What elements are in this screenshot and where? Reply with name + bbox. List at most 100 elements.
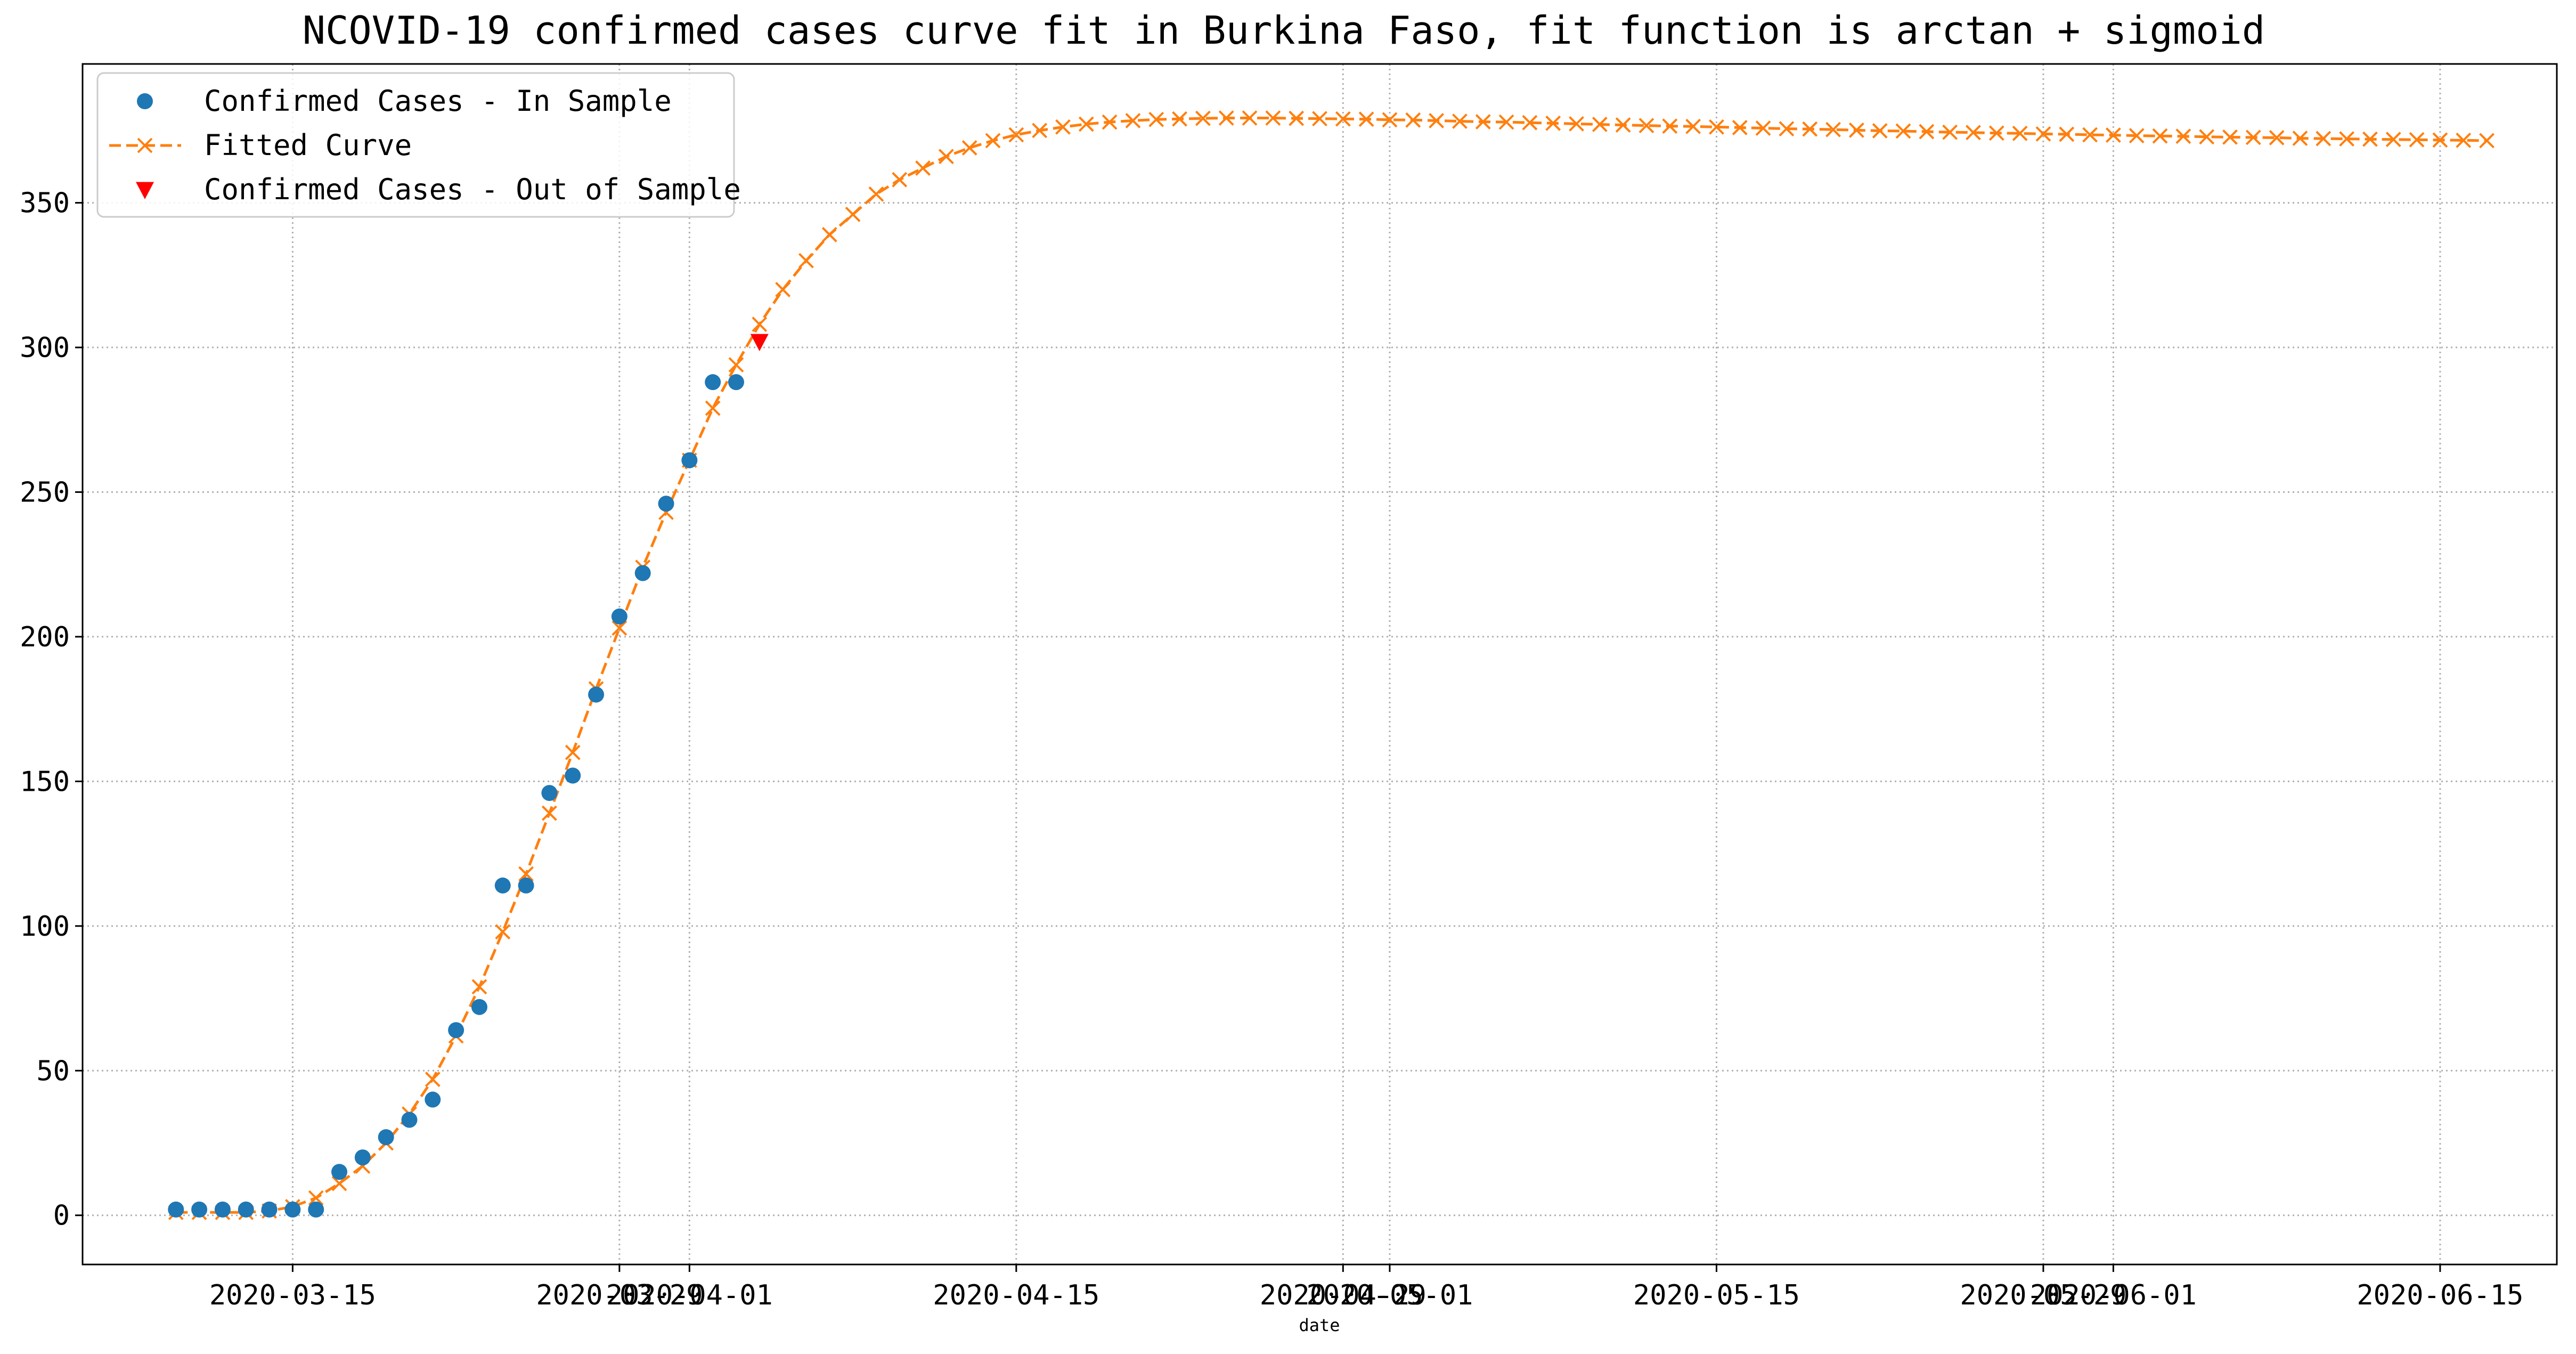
fitted-curve-marker xyxy=(1452,113,1468,129)
fitted-curve-marker xyxy=(1195,110,1211,126)
fitted-curve-marker xyxy=(2269,130,2285,145)
fitted-curve-marker xyxy=(1545,115,1561,131)
fitted-curve-marker xyxy=(542,805,557,821)
fitted-curve-marker xyxy=(1662,118,1678,134)
legend-marker-out-of-sample xyxy=(136,182,154,199)
fitted-curve-marker xyxy=(985,133,1001,149)
in-sample-point xyxy=(238,1201,254,1218)
in-sample-point xyxy=(705,374,721,391)
fitted-curve-marker xyxy=(1988,125,2004,141)
legend: Confirmed Cases - In Sample Fitted Curve C… xyxy=(96,72,741,218)
y-tick-label: 300 xyxy=(20,332,70,364)
fitted-curve-marker xyxy=(2199,129,2215,145)
axes: 0 50 100 150 200 250 300 350 2020-03-15 2020-03-2… xyxy=(20,188,2523,1311)
fitted-curve-marker xyxy=(1732,120,1748,135)
in-sample-point xyxy=(354,1149,371,1166)
in-sample-point xyxy=(331,1164,348,1180)
x-tick-label: 2020-06-15 xyxy=(2357,1279,2523,1311)
y-tick-label: 350 xyxy=(20,188,70,220)
fitted-curve-marker xyxy=(2082,127,2098,143)
x-tick-label: 2020-05-01 xyxy=(1306,1279,1473,1311)
fitted-curve-marker xyxy=(1966,125,1981,141)
fitted-curve-marker xyxy=(938,149,954,165)
fitted-curve-marker xyxy=(1685,118,1701,134)
x-tick-label: 2020-03-29 xyxy=(536,1279,703,1311)
fitted-curve-marker xyxy=(331,1175,347,1191)
fitted-curve-marker xyxy=(495,924,511,940)
y-tick-label: 200 xyxy=(20,621,70,653)
fitted-curve-marker xyxy=(1078,116,1094,132)
fitted-curve-marker xyxy=(1919,124,1935,140)
in-sample-point xyxy=(588,686,605,703)
fitted-curve-marker xyxy=(2339,131,2355,147)
fitted-curve-marker xyxy=(425,1072,441,1087)
legend-label: Confirmed Cases - Out of Sample xyxy=(204,173,741,206)
x-tick-label: 2020-04-01 xyxy=(606,1279,773,1311)
fitted-curve-marker xyxy=(1032,123,1048,139)
in-sample-point xyxy=(634,565,651,581)
fitted-curve-marker xyxy=(1148,111,1164,127)
fitted-curve-marker xyxy=(775,282,791,297)
fitted-curve-marker xyxy=(728,357,744,373)
fitted-curve-marker xyxy=(1125,112,1141,128)
fitted-curve-marker xyxy=(1638,118,1654,134)
fitted-curve-marker xyxy=(2222,129,2238,145)
fitted-curve-marker xyxy=(2385,132,2401,148)
fitted-curve-marker xyxy=(2152,128,2168,144)
chart-title: NCOVID-19 confirmed cases curve fit in B… xyxy=(303,8,2265,53)
fitted-curve-marker xyxy=(1848,122,1864,138)
fitted-curve-line xyxy=(176,117,2487,1214)
fitted-curve-marker xyxy=(2456,132,2472,148)
in-sample-point xyxy=(378,1129,394,1146)
fitted-curve-marker xyxy=(2012,125,2028,141)
fitted-curve-marker xyxy=(705,400,721,416)
fitted-curve-marker xyxy=(1102,114,1118,130)
in-sample-point xyxy=(425,1091,441,1108)
x-tick-label: 2020-04-29 xyxy=(1260,1279,1426,1311)
fitted-curve-marker xyxy=(1382,112,1398,128)
fitted-curve-marker xyxy=(1312,111,1327,127)
x-axis-label: date xyxy=(1299,1315,1340,1335)
y-tick-label: 0 xyxy=(53,1200,70,1232)
fitted-curve-marker xyxy=(2292,131,2308,146)
legend-label: Fitted Curve xyxy=(204,128,412,162)
y-tick-label: 250 xyxy=(20,476,70,508)
fitted-curve-marker xyxy=(1429,112,1445,128)
x-tick-label: 2020-04-15 xyxy=(933,1279,1099,1311)
in-sample-point xyxy=(494,877,511,894)
in-sample-point xyxy=(401,1112,418,1128)
fitted-curve-marker xyxy=(1592,117,1608,132)
y-tick-label: 150 xyxy=(20,766,70,798)
fitted-curve-marker xyxy=(1475,114,1491,129)
fitted-curve-marker xyxy=(2479,133,2495,149)
series-layer xyxy=(168,110,2495,1220)
fitted-curve-marker xyxy=(612,620,627,636)
fitted-curve-marker xyxy=(1008,127,1024,143)
x-tick-label: 2020-06-01 xyxy=(2030,1279,2197,1311)
fitted-curve-marker xyxy=(868,186,884,202)
legend-marker-fitted xyxy=(137,137,153,153)
fitted-curve-marker xyxy=(821,226,837,242)
fitted-curve-marker xyxy=(1615,117,1631,133)
in-sample-point xyxy=(471,999,487,1015)
in-sample-point xyxy=(658,496,674,512)
legend-marker-in-sample xyxy=(137,93,153,109)
fitted-curve-marker xyxy=(1242,110,1258,126)
fitted-curve-marker xyxy=(915,160,931,176)
in-sample-point xyxy=(541,785,558,801)
series-out-of-sample xyxy=(750,334,769,352)
fitted-curve-marker xyxy=(1498,114,1514,130)
fitted-curve-marker xyxy=(1218,110,1234,126)
fitted-curve-marker xyxy=(1895,123,1911,139)
fitted-curve-marker xyxy=(1942,124,1958,140)
in-sample-point xyxy=(448,1022,464,1039)
in-sample-point xyxy=(565,767,581,784)
legend-label: Confirmed Cases - In Sample xyxy=(204,84,672,118)
fitted-curve-marker xyxy=(2362,131,2378,147)
fitted-curve-marker xyxy=(1055,119,1071,135)
fitted-curve-marker xyxy=(1779,121,1795,137)
in-sample-point xyxy=(284,1201,301,1218)
in-sample-point xyxy=(518,877,534,894)
